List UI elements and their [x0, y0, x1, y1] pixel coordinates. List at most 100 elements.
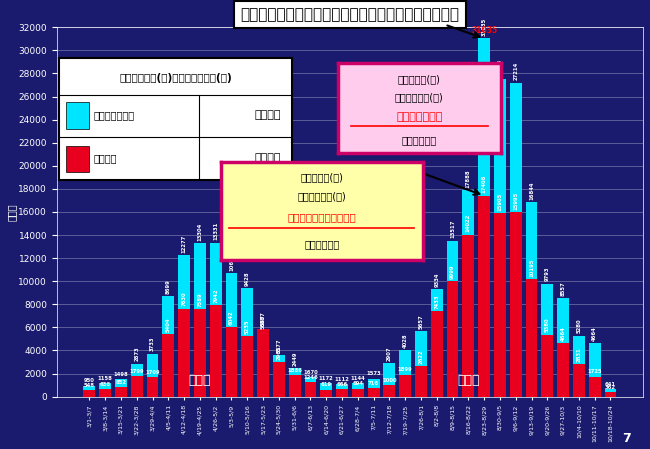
Bar: [83, 386, 96, 396]
Text: 7942: 7942: [213, 288, 218, 303]
Text: ３６２人: ３６２人: [254, 154, 281, 163]
Text: 8557: 8557: [560, 281, 566, 295]
Text: 8699: 8699: [166, 279, 171, 294]
Text: 2449: 2449: [292, 352, 297, 366]
Bar: [162, 335, 174, 396]
Text: 13304: 13304: [198, 223, 202, 241]
Bar: [273, 355, 285, 396]
Bar: [226, 273, 237, 396]
Text: 2907: 2907: [387, 346, 392, 361]
Text: 14022: 14022: [466, 214, 471, 233]
Text: 1573: 1573: [367, 371, 381, 376]
Text: 10195: 10195: [529, 258, 534, 277]
Text: 13517: 13517: [450, 220, 455, 238]
Text: 7630: 7630: [181, 292, 187, 306]
Text: 694: 694: [352, 381, 363, 386]
Text: 5887: 5887: [261, 312, 266, 326]
Text: 641: 641: [605, 382, 616, 387]
Bar: [336, 389, 348, 396]
Bar: [526, 279, 538, 396]
Text: 5280: 5280: [577, 319, 581, 334]
Text: 7589: 7589: [198, 292, 202, 307]
Title: 関西２府４県における新規陽性者数の推移（週単位）: 関西２府４県における新規陽性者数の推移（週単位）: [240, 7, 460, 22]
Bar: [66, 145, 89, 172]
Bar: [66, 102, 89, 129]
Bar: [431, 289, 443, 396]
Text: 1172: 1172: [319, 376, 333, 381]
Bar: [210, 305, 222, 396]
Text: 〜８月２９日(日): 〜８月２９日(日): [395, 92, 443, 102]
Bar: [131, 376, 142, 396]
Bar: [147, 353, 159, 396]
Text: 619: 619: [320, 382, 332, 387]
Text: 4664: 4664: [592, 326, 597, 340]
Text: ３１，０３５人: ３１，０３５人: [396, 112, 443, 122]
Text: 3733: 3733: [150, 337, 155, 351]
Text: 6042: 6042: [229, 310, 234, 325]
Bar: [399, 375, 411, 396]
Bar: [510, 83, 522, 396]
Bar: [541, 335, 553, 396]
Text: 1886: 1886: [287, 368, 302, 373]
Bar: [384, 385, 395, 396]
Bar: [494, 79, 506, 396]
Bar: [447, 281, 458, 396]
Bar: [289, 375, 300, 396]
Text: 17408: 17408: [482, 175, 487, 194]
Text: 12277: 12277: [181, 234, 187, 253]
Bar: [131, 364, 142, 396]
Bar: [320, 383, 332, 396]
Bar: [604, 389, 616, 396]
Bar: [462, 190, 474, 396]
Text: 852: 852: [116, 379, 127, 384]
Text: 362: 362: [605, 385, 616, 390]
Text: 第４波: 第４波: [188, 374, 211, 387]
Text: 27478: 27478: [497, 59, 502, 77]
Text: 1498: 1498: [114, 372, 128, 377]
Bar: [573, 364, 585, 396]
Bar: [178, 308, 190, 396]
Text: 1799: 1799: [129, 369, 144, 374]
Bar: [147, 377, 159, 396]
Bar: [478, 39, 490, 396]
Text: ８月２３日(月): ８月２３日(月): [300, 172, 343, 182]
Bar: [194, 309, 206, 396]
Text: 31035: 31035: [471, 26, 497, 35]
Text: 716: 716: [368, 381, 379, 386]
Text: ８月２３日(月): ８月２３日(月): [398, 74, 441, 84]
Text: 2831: 2831: [577, 347, 581, 362]
Bar: [447, 241, 458, 396]
Bar: [462, 235, 474, 396]
Text: 大阪府：１７，４０８人: 大阪府：１７，４０８人: [287, 212, 356, 222]
Bar: [510, 212, 522, 396]
Text: 15905: 15905: [497, 193, 502, 211]
Text: 1709: 1709: [145, 370, 160, 374]
Text: 27214: 27214: [514, 62, 518, 80]
Y-axis label: （人）: （人）: [7, 203, 17, 221]
Text: 13331: 13331: [213, 222, 218, 241]
Bar: [336, 384, 348, 396]
Text: 17888: 17888: [466, 169, 471, 188]
Text: 7: 7: [622, 431, 630, 445]
Text: 2873: 2873: [135, 347, 139, 361]
Text: 548: 548: [84, 383, 95, 388]
Bar: [352, 383, 364, 396]
Bar: [115, 379, 127, 396]
Bar: [162, 296, 174, 396]
Bar: [384, 363, 395, 396]
Text: 16844: 16844: [529, 181, 534, 200]
Text: 1000: 1000: [382, 378, 396, 383]
Text: 31035: 31035: [482, 18, 487, 36]
Bar: [273, 362, 285, 396]
Text: 3577: 3577: [276, 339, 281, 353]
Bar: [526, 202, 538, 396]
Text: 666: 666: [337, 382, 348, 387]
Text: 5380: 5380: [545, 317, 550, 332]
Bar: [289, 368, 300, 396]
Text: 7433: 7433: [434, 294, 439, 308]
Text: 1725: 1725: [588, 370, 602, 374]
Bar: [415, 331, 427, 396]
Text: ：大阪府: ：大阪府: [94, 154, 117, 163]
Bar: [368, 379, 380, 396]
Bar: [305, 378, 317, 396]
